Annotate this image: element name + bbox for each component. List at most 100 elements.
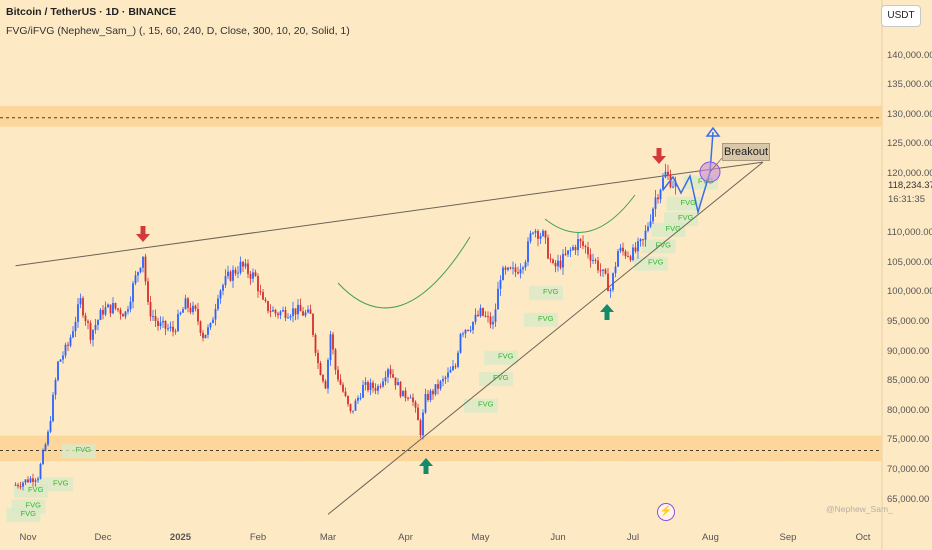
red-arrow-down (136, 234, 150, 242)
candle-body (27, 479, 29, 483)
candle-body (237, 272, 239, 274)
candle-body (484, 315, 487, 317)
x-tick-label: Oct (855, 532, 871, 543)
x-tick-label: Mar (319, 532, 337, 543)
candle-body (172, 326, 174, 332)
candle-body (137, 272, 139, 276)
green-arrow-up (604, 312, 610, 320)
candle-body (54, 380, 57, 395)
candle-body (47, 431, 49, 445)
candle-body (579, 239, 582, 242)
candle-body (309, 309, 312, 314)
candle-body (422, 412, 424, 436)
candle-body (472, 321, 474, 330)
candle-body (67, 344, 69, 346)
candle-body (574, 247, 577, 251)
candle-body (169, 326, 172, 329)
candle-body (439, 381, 442, 389)
candle-body (549, 258, 552, 260)
candle-body (259, 291, 262, 293)
candle-body (284, 309, 287, 318)
candle-body (24, 479, 27, 483)
candle-body (339, 379, 342, 385)
candle-body (442, 378, 444, 382)
candle-body (74, 321, 77, 332)
candle-body (344, 391, 347, 396)
candle-body (157, 321, 159, 326)
candle-body (277, 313, 279, 316)
candle-body (29, 478, 32, 483)
candle-body (132, 283, 134, 302)
candle-body (457, 352, 459, 367)
candle-body (389, 369, 392, 375)
candle-body (597, 260, 599, 271)
candle-body (39, 463, 42, 479)
candle-body (469, 329, 472, 331)
candle-body (184, 298, 187, 310)
candle-body (414, 401, 417, 408)
candle-body (77, 304, 79, 322)
candle-body (609, 289, 612, 292)
candle-body (127, 309, 129, 312)
candle-body (482, 307, 484, 316)
candle-body (82, 298, 84, 316)
candle-body (59, 359, 62, 362)
candle-body (599, 270, 602, 272)
candle-body (49, 421, 52, 432)
candle-body (112, 303, 114, 314)
fvg-label: FVG (28, 485, 44, 494)
candle-body (219, 290, 222, 299)
candle-body (367, 382, 369, 391)
candle-body (407, 397, 409, 399)
candle-body (572, 247, 574, 250)
candle-body (424, 393, 427, 413)
candle-body (257, 276, 259, 292)
y-tick-label: 80,000.00 (887, 404, 930, 416)
candle-body (409, 397, 412, 399)
candle-body (174, 331, 177, 333)
chart-title: Bitcoin / TetherUS · 1D · BINANCE (6, 6, 177, 18)
candle-body (632, 247, 634, 261)
candle-body (252, 272, 254, 279)
candle-body (354, 400, 357, 411)
candle-body (17, 484, 19, 487)
candle-body (634, 247, 637, 252)
candle-body (352, 410, 354, 412)
y-tick-label: 140,000.00 (887, 49, 932, 61)
candle-body (447, 372, 449, 378)
candle-body (624, 251, 627, 257)
currency-button[interactable]: USDT (881, 5, 921, 27)
candle-body (179, 312, 182, 315)
candle-body (274, 309, 277, 314)
candle-body (629, 256, 632, 261)
candle-body (337, 369, 339, 380)
candle-body (432, 390, 434, 395)
candle-body (347, 395, 349, 404)
candle-body (519, 269, 522, 274)
candle-body (619, 247, 622, 252)
candle-body (462, 333, 464, 335)
candle-body (119, 309, 122, 315)
candle-body (189, 307, 192, 313)
candle-body (69, 337, 72, 346)
candle-body (509, 267, 512, 269)
y-tick-label: 90,000.00 (887, 345, 930, 357)
fvg-box (61, 444, 96, 459)
candle-body (164, 320, 167, 329)
fvg-box (479, 372, 513, 387)
candle-body (357, 397, 359, 401)
candle-body (212, 319, 214, 324)
lightning-icon[interactable]: ⚡ (657, 503, 675, 521)
indicator-legend[interactable]: FVG/iFVG (Nephew_Sam_) (, 15, 60, 240, D… (6, 25, 350, 37)
candle-body (542, 230, 544, 236)
candle-body (267, 301, 269, 312)
y-tick-label: 75,000.00 (887, 434, 930, 446)
candle-body (319, 363, 322, 375)
candle-body (44, 444, 47, 451)
candle-body (92, 329, 94, 340)
candle-body (452, 366, 454, 371)
candle-body (122, 314, 124, 317)
